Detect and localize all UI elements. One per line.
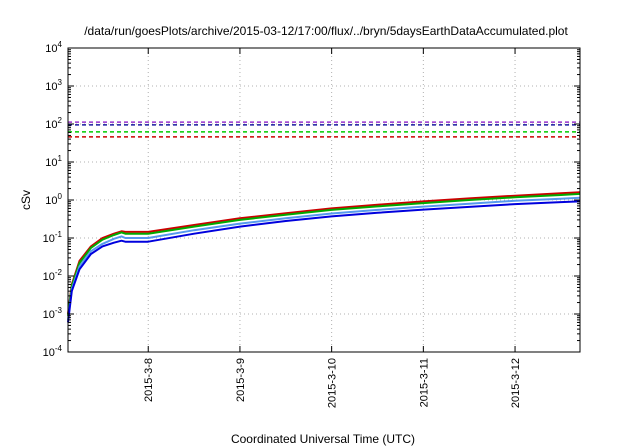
y-tick-label: 10-1	[43, 230, 63, 245]
x-tick-label: 2015-3-11	[418, 358, 430, 407]
y-tick-label: 100	[45, 192, 62, 207]
threshold-lines	[68, 121, 580, 138]
y-axis-ticks: 10-4 10-3 10-2 10-1 100 101 102 103 104	[43, 40, 580, 359]
x-axis-ticks: 2015-3-8 2015-3-9 2015-3-10 2015-3-11 2015-3…	[143, 48, 522, 408]
y-tick-label: 102	[45, 116, 62, 131]
y-axis-label: cSv	[19, 190, 33, 210]
y-tick-label: 101	[45, 154, 62, 169]
y-tick-label: 10-2	[43, 268, 63, 283]
y-tick-label: 10-4	[43, 344, 63, 359]
y-tick-label: 104	[45, 40, 62, 55]
chart-title: /data/run/goesPlots/archive/2015-03-12/1…	[84, 24, 568, 38]
series-line	[67, 200, 581, 323]
series-line	[67, 196, 581, 321]
x-tick-label: 2015-3-12	[510, 358, 522, 408]
data-series	[67, 191, 581, 323]
x-tick-label: 2015-3-10	[327, 358, 339, 408]
x-tick-label: 2015-3-8	[143, 358, 155, 402]
y-tick-label: 103	[45, 78, 62, 93]
grid	[68, 48, 580, 352]
x-axis-label: Coordinated Universal Time (UTC)	[231, 432, 415, 446]
x-tick-label: 2015-3-9	[235, 358, 247, 402]
series-line	[67, 192, 581, 316]
series-line	[67, 191, 581, 315]
y-tick-label: 10-3	[43, 306, 63, 321]
